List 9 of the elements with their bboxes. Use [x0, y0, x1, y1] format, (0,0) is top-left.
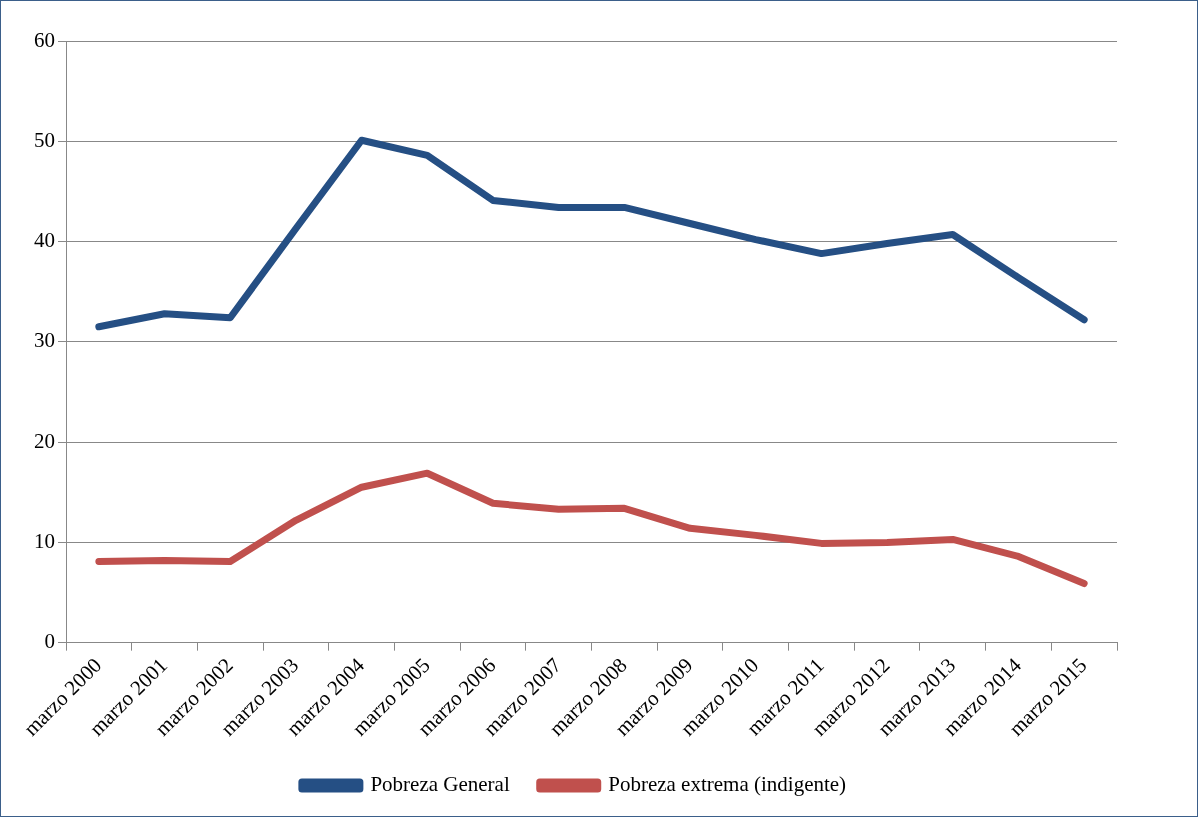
y-tick-label: 0: [44, 629, 55, 654]
legend-label: Pobreza extrema (indigente): [608, 772, 847, 797]
legend-label: Pobreza General: [370, 772, 510, 797]
y-tick-label: 50: [34, 127, 55, 152]
y-tick-label: 60: [34, 27, 55, 52]
y-tick-label: 20: [34, 428, 55, 453]
y-tick-label: 40: [34, 228, 55, 253]
y-tick-label: 10: [34, 528, 55, 553]
y-tick-label: 30: [34, 328, 55, 353]
